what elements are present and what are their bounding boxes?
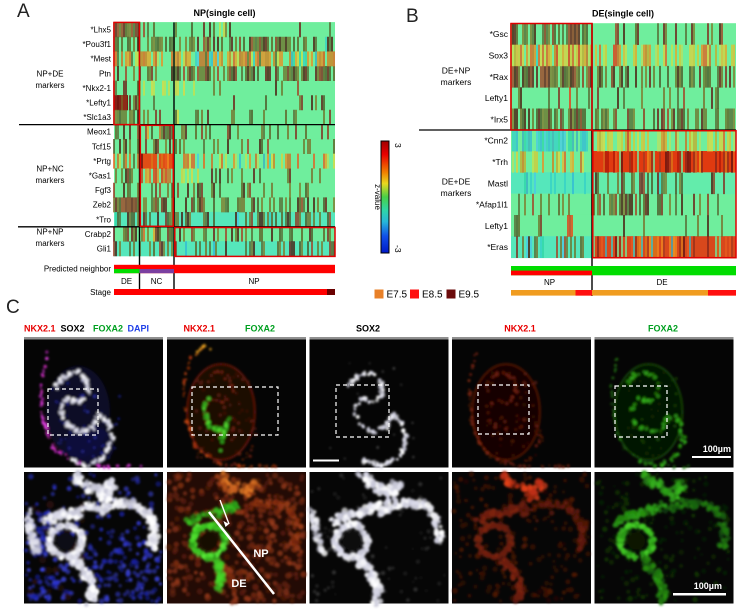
svg-text:*Eras: *Eras	[487, 242, 508, 252]
svg-text:DE+NP: DE+NP	[442, 66, 471, 76]
svg-text:markers: markers	[36, 239, 65, 248]
svg-text:NP+NP: NP+NP	[37, 228, 64, 237]
svg-text:NP+NC: NP+NC	[36, 165, 64, 174]
svg-text:B: B	[406, 6, 419, 27]
svg-text:DE(single cell): DE(single cell)	[592, 9, 654, 19]
svg-text:*Lhx5: *Lhx5	[91, 26, 112, 35]
svg-text:A: A	[17, 1, 30, 22]
svg-text:FOXA2: FOXA2	[648, 324, 678, 334]
svg-text:*Nkx2-1: *Nkx2-1	[83, 84, 112, 93]
svg-text:DAPI: DAPI	[128, 324, 150, 334]
svg-text:*Cnn2: *Cnn2	[484, 136, 508, 146]
svg-text:Lefty1: Lefty1	[485, 93, 508, 103]
svg-text:NKX2.1: NKX2.1	[504, 324, 536, 334]
svg-text:*Tro: *Tro	[96, 215, 111, 224]
svg-text:*Afap1l1: *Afap1l1	[476, 200, 508, 210]
svg-text:E8.5: E8.5	[422, 290, 443, 301]
svg-text:*Prtg: *Prtg	[93, 157, 111, 166]
svg-text:NP(single cell): NP(single cell)	[193, 8, 255, 18]
svg-text:E7.5: E7.5	[387, 290, 408, 301]
svg-text:markers: markers	[441, 77, 472, 87]
svg-text:*Gas1: *Gas1	[89, 172, 112, 181]
svg-text:E9.5: E9.5	[459, 290, 480, 301]
svg-text:markers: markers	[36, 81, 65, 90]
svg-text:SOX2: SOX2	[356, 324, 380, 334]
svg-text:markers: markers	[36, 176, 65, 185]
svg-text:*Trh: *Trh	[492, 157, 508, 167]
svg-text:FOXA2: FOXA2	[245, 324, 275, 334]
svg-text:*Slc1a3: *Slc1a3	[83, 113, 111, 122]
svg-text:DE: DE	[121, 277, 132, 286]
svg-text:DE: DE	[231, 578, 246, 590]
svg-text:z-value: z-value	[373, 184, 382, 210]
svg-text:*Rax: *Rax	[490, 72, 509, 82]
svg-text:NP: NP	[248, 277, 259, 286]
svg-text:Tcf15: Tcf15	[92, 142, 112, 151]
svg-text:FOXA2: FOXA2	[93, 324, 123, 334]
svg-text:Ptn: Ptn	[99, 69, 111, 78]
svg-text:Meox1: Meox1	[87, 128, 112, 137]
svg-text:NP+DE: NP+DE	[37, 70, 64, 79]
svg-text:*Gsc: *Gsc	[490, 29, 509, 39]
svg-text:NKX2.1: NKX2.1	[184, 324, 216, 334]
svg-text:DE: DE	[656, 278, 667, 287]
svg-text:Sox3: Sox3	[489, 50, 509, 60]
svg-text:*Mest: *Mest	[91, 55, 112, 64]
svg-text:markers: markers	[441, 188, 472, 198]
svg-text:Lefty1: Lefty1	[485, 221, 508, 231]
svg-text:NKX2.1: NKX2.1	[24, 324, 56, 334]
svg-text:3: 3	[393, 143, 403, 148]
svg-text:Crabp2: Crabp2	[85, 230, 112, 239]
svg-text:NC: NC	[151, 277, 163, 286]
svg-text:-3: -3	[393, 245, 403, 253]
svg-text:DE+DE: DE+DE	[442, 177, 471, 187]
svg-text:*Irx5: *Irx5	[491, 114, 509, 124]
svg-text:Fgf3: Fgf3	[95, 186, 112, 195]
svg-text:Zeb2: Zeb2	[93, 201, 112, 210]
svg-text:100µm: 100µm	[703, 444, 731, 454]
svg-text:C: C	[6, 297, 20, 318]
svg-text:Stage: Stage	[90, 288, 111, 297]
svg-text:SOX2: SOX2	[61, 324, 85, 334]
svg-text:NP: NP	[253, 548, 268, 560]
svg-text:*Pou3f1: *Pou3f1	[83, 40, 112, 49]
svg-text:100µm: 100µm	[694, 581, 722, 591]
svg-text:*Lefty1: *Lefty1	[86, 99, 111, 108]
svg-text:Gli1: Gli1	[97, 245, 112, 254]
svg-text:Predicted neighbor: Predicted neighbor	[44, 265, 111, 274]
svg-text:Mastl: Mastl	[488, 178, 508, 188]
svg-text:NP: NP	[544, 278, 555, 287]
